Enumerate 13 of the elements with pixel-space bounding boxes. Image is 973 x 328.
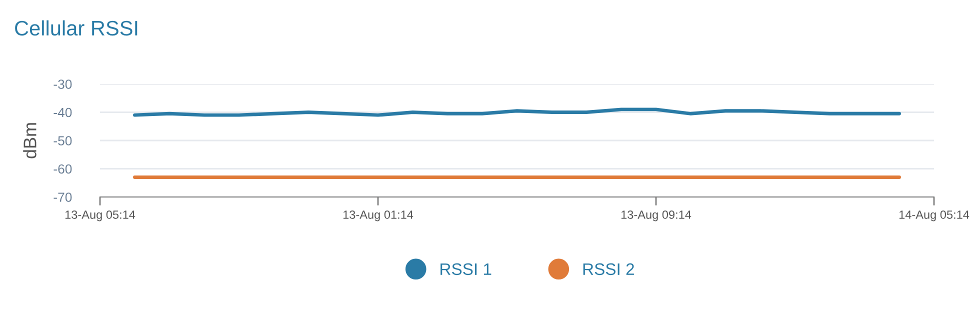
y-tick-label: -30 xyxy=(54,80,72,89)
y-tick-label: -50 xyxy=(54,136,72,146)
x-tick-label: 13-Aug 01:14 xyxy=(343,210,414,222)
legend-label: RSSI 2 xyxy=(583,263,634,276)
chart-title: Cellular RSSI xyxy=(15,20,138,36)
y-axis-title: dBm xyxy=(23,123,36,158)
y-tick-label: -60 xyxy=(54,164,72,174)
legend-label: RSSI 1 xyxy=(440,263,492,276)
x-tick-label: 13-Aug 05:14 xyxy=(65,210,136,222)
x-tick-label: 14-Aug 05:14 xyxy=(899,210,970,222)
y-tick-label: -40 xyxy=(54,108,72,118)
y-tick-label: -70 xyxy=(54,192,72,202)
x-tick-label: 13-Aug 09:14 xyxy=(621,210,692,222)
